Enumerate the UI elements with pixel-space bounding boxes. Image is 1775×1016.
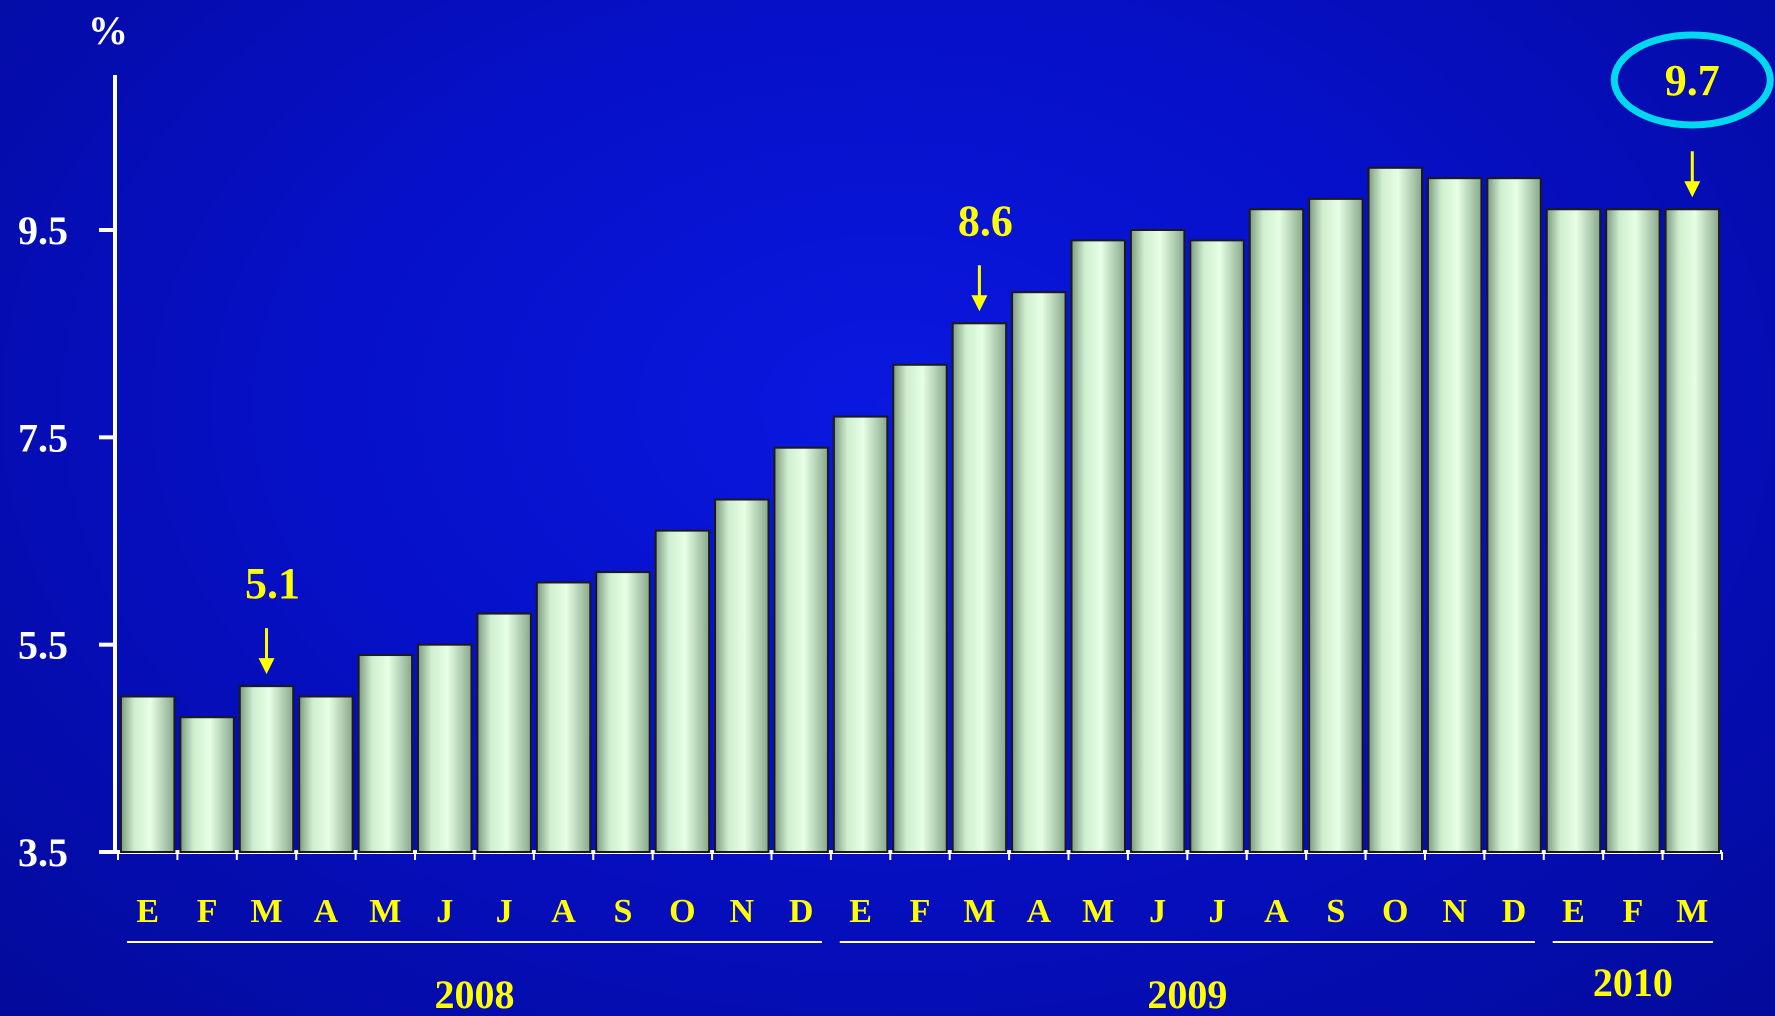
x-tick-label: F	[197, 893, 218, 930]
x-tick-label: J	[436, 893, 453, 930]
x-tick-label: A	[314, 893, 339, 930]
y-tick-label: 7.5	[18, 415, 68, 460]
x-tick-label: N	[1442, 893, 1467, 930]
year-label: 2008	[434, 972, 514, 1016]
bar	[1248, 208, 1305, 853]
bar	[179, 716, 235, 853]
x-tick-label: D	[1502, 893, 1527, 930]
bar	[832, 415, 889, 853]
x-tick-label: M	[250, 893, 282, 930]
year-label: 2010	[1593, 960, 1673, 1005]
bar	[1308, 197, 1364, 853]
bar	[1367, 166, 1423, 854]
x-tick-label: F	[1622, 893, 1643, 930]
x-tick-label: O	[1382, 893, 1408, 930]
bar	[1189, 239, 1245, 854]
x-tick-label: E	[1562, 893, 1585, 930]
bar	[1605, 208, 1661, 853]
annotation-label: 9.7	[1665, 56, 1720, 105]
x-tick-label: M	[1082, 893, 1114, 930]
x-tick-label: S	[614, 893, 633, 930]
bar	[476, 612, 532, 853]
bar	[417, 643, 473, 854]
bar	[119, 695, 176, 853]
y-axis-unit: %	[88, 8, 128, 53]
bar	[1426, 177, 1483, 853]
bar	[1545, 208, 1602, 853]
bar	[1486, 177, 1542, 853]
bar	[357, 654, 414, 853]
y-tick-label: 9.5	[18, 208, 68, 253]
x-tick-label: F	[910, 893, 931, 930]
x-tick-label: A	[1264, 893, 1289, 930]
x-tick-label: N	[729, 893, 754, 930]
x-tick-label: M	[1676, 893, 1708, 930]
y-tick-label: 5.5	[18, 623, 68, 668]
x-tick-label: J	[1149, 893, 1166, 930]
x-tick-label: J	[496, 893, 513, 930]
x-tick-label: O	[669, 893, 695, 930]
annotation-arrowhead	[1684, 181, 1701, 198]
bar	[951, 322, 1008, 853]
year-label: 2009	[1147, 972, 1227, 1016]
bar	[773, 446, 829, 853]
annotation-arrowhead	[258, 658, 275, 675]
annotation-label: 5.1	[245, 559, 300, 608]
x-tick-label: D	[789, 893, 814, 930]
annotation-label: 8.6	[958, 196, 1013, 245]
bar	[238, 685, 295, 854]
x-tick-label: E	[136, 893, 159, 930]
x-tick-label: M	[369, 893, 401, 930]
bar	[714, 498, 770, 853]
bar	[654, 529, 711, 854]
y-tick-label: 3.5	[18, 830, 68, 875]
bar	[1129, 229, 1186, 853]
bar	[1011, 291, 1067, 853]
bar	[298, 695, 354, 853]
x-tick-label: M	[963, 893, 995, 930]
bar	[535, 581, 592, 853]
bar	[892, 363, 948, 853]
x-tick-label: A	[1027, 893, 1052, 930]
x-tick-label: S	[1326, 893, 1345, 930]
annotation-arrowhead	[971, 295, 988, 312]
bar	[1070, 239, 1126, 854]
x-tick-label: E	[849, 893, 872, 930]
bar	[1664, 208, 1721, 853]
x-tick-label: A	[551, 893, 576, 930]
x-tick-label: J	[1209, 893, 1226, 930]
highlight-ring	[1610, 31, 1774, 129]
bar	[595, 571, 651, 853]
